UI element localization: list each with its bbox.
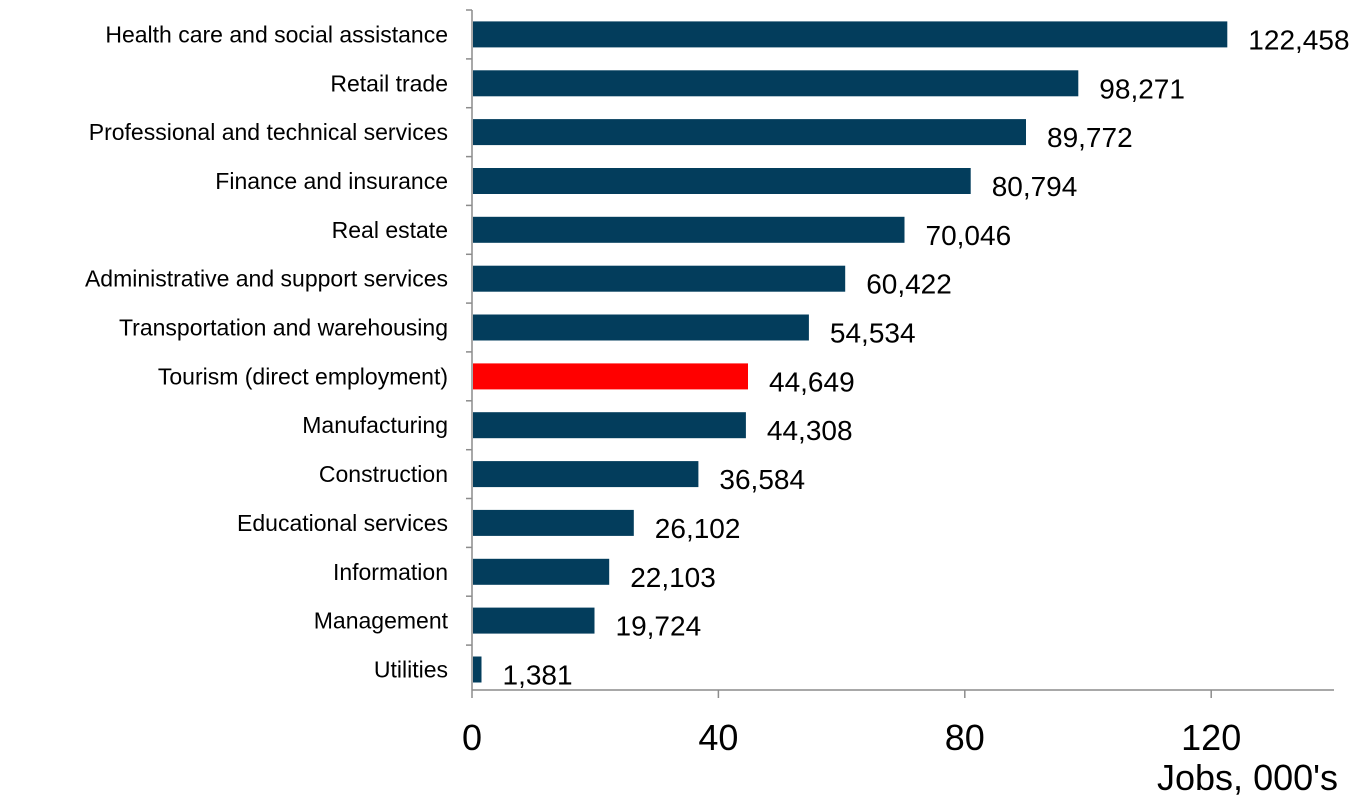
axes xyxy=(466,9,1334,691)
bar-series xyxy=(473,21,1228,683)
bar xyxy=(473,461,699,488)
bar xyxy=(473,314,809,341)
value-label: 80,794 xyxy=(992,171,1078,202)
category-label: Utilities xyxy=(374,657,448,683)
bar xyxy=(473,558,610,585)
x-tick-label: 120 xyxy=(1181,717,1241,758)
value-label: 22,103 xyxy=(630,562,716,593)
value-label: 36,584 xyxy=(719,464,805,495)
category-label: Tourism (direct employment) xyxy=(158,363,448,389)
category-label: Finance and insurance xyxy=(215,168,448,194)
bar xyxy=(473,607,595,634)
bar xyxy=(473,216,905,243)
value-labels: 122,458 98,271 89,772 80,794 70,046 60,422 54,… xyxy=(503,24,1350,690)
category-label: Construction xyxy=(319,461,448,487)
value-label: 54,534 xyxy=(830,318,916,349)
category-label: Transportation and warehousing xyxy=(119,315,448,341)
x-tick-label: 40 xyxy=(698,717,738,758)
bar xyxy=(473,509,634,536)
value-label: 60,422 xyxy=(866,269,952,300)
bar-highlight xyxy=(473,363,748,390)
value-label: 98,271 xyxy=(1099,73,1185,104)
value-label: 44,649 xyxy=(769,366,855,397)
value-label: 26,102 xyxy=(655,513,741,544)
x-tick-label: 0 xyxy=(462,717,482,758)
x-tick-label: 80 xyxy=(945,717,985,758)
bar xyxy=(473,119,1026,146)
bar xyxy=(473,656,482,683)
category-label: Administrative and support services xyxy=(85,266,448,292)
category-labels: Health care and social assistance Retail … xyxy=(85,21,449,682)
x-axis-ticks: 0 40 80 120 xyxy=(462,690,1241,758)
bar xyxy=(473,70,1079,97)
x-axis-title: Jobs, 000's xyxy=(1157,757,1338,798)
category-label: Health care and social assistance xyxy=(105,21,448,47)
value-label: 1,381 xyxy=(503,660,573,691)
value-label: 70,046 xyxy=(926,220,1012,251)
category-label: Management xyxy=(314,608,449,634)
bar xyxy=(473,265,846,292)
bar xyxy=(473,412,746,439)
category-label: Real estate xyxy=(332,217,448,243)
category-label: Retail trade xyxy=(330,70,448,96)
bar xyxy=(473,168,971,194)
category-label: Information xyxy=(333,559,448,585)
category-label: Professional and technical services xyxy=(89,119,448,145)
value-label: 19,724 xyxy=(616,611,702,642)
value-label: 44,308 xyxy=(767,415,853,446)
category-label: Educational services xyxy=(237,510,448,536)
value-label: 89,772 xyxy=(1047,122,1133,153)
bar xyxy=(473,21,1228,48)
value-label: 122,458 xyxy=(1248,24,1349,55)
category-label: Manufacturing xyxy=(302,412,448,438)
